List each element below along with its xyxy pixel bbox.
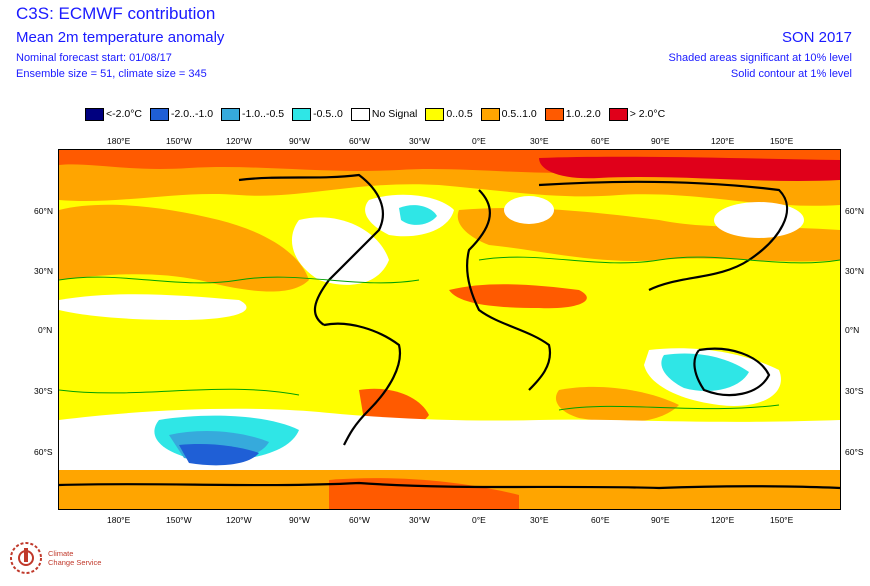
- subtitle: Mean 2m temperature anomaly: [16, 29, 225, 46]
- contours: [59, 256, 840, 411]
- legend-item: > 2.0°C: [608, 107, 666, 121]
- lon-label-bottom: 30°W: [409, 515, 430, 525]
- contour-line: [478, 256, 840, 264]
- contour-line: [59, 388, 300, 396]
- anomaly-map: [58, 149, 841, 510]
- region-namerica-nosignal: [291, 217, 389, 285]
- lon-label-bottom: 0°E: [472, 515, 486, 525]
- region-australia-cyan: [661, 353, 749, 392]
- lat-label-right: 30°S: [845, 386, 864, 396]
- lon-label-top: 30°E: [530, 136, 549, 146]
- legend-swatch: [292, 107, 312, 121]
- coast-asia: [538, 180, 789, 291]
- legend-swatch: [608, 107, 628, 121]
- contour-line: [558, 404, 780, 411]
- lon-label-top: 150°W: [166, 136, 192, 146]
- lon-label-bottom: 180°E: [107, 515, 131, 525]
- legend-swatch: [425, 107, 445, 121]
- coastlines: [59, 173, 840, 490]
- logo-line1: Climate: [48, 549, 74, 558]
- coast-south-america: [323, 322, 402, 446]
- title: C3S: ECMWF contribution: [16, 4, 216, 23]
- region-asia-nosignal: [714, 202, 804, 238]
- lon-label-top: 90°W: [289, 136, 310, 146]
- legend-item: 1.0..2.0: [544, 107, 601, 121]
- lon-label-bottom: 30°E: [530, 515, 549, 525]
- lon-label-top: 90°E: [651, 136, 670, 146]
- legend-item: -1.0..-0.5: [221, 107, 285, 121]
- significance-shaded: Shaded areas significant at 10% level: [668, 52, 852, 64]
- lon-label-bottom: 150°W: [166, 515, 192, 525]
- lat-label-left: 30°N: [34, 266, 53, 276]
- logo-line2: Change Service: [48, 558, 102, 567]
- lat-label-right: 60°S: [845, 447, 864, 457]
- legend-label: <-2.0°C: [106, 108, 143, 120]
- legend-label: -1.0..-0.5: [242, 108, 285, 120]
- coast-north-america: [238, 173, 384, 326]
- season-label: SON 2017: [781, 29, 852, 46]
- legend-item: <-2.0°C: [85, 107, 143, 121]
- lat-label-left: 0°N: [38, 325, 53, 335]
- legend-item: No Signal: [350, 107, 418, 121]
- legend-label: 0..0.5: [446, 108, 473, 120]
- legend-swatch: [480, 107, 500, 121]
- lon-label-top: 0°E: [472, 136, 486, 146]
- legend-item: 0..0.5: [425, 107, 473, 121]
- lon-label-top: 180°E: [107, 136, 131, 146]
- coast-europe-africa: [465, 189, 552, 391]
- legend-item: -2.0..-1.0: [150, 107, 214, 121]
- lon-label-bottom: 120°E: [711, 515, 735, 525]
- legend-label: 0.5..1.0: [501, 108, 537, 120]
- climate-logo-icon: [10, 542, 42, 574]
- legend-label: > 2.0°C: [629, 108, 666, 120]
- significance-contour: Solid contour at 1% level: [730, 68, 852, 80]
- lon-label-top: 120°E: [711, 136, 735, 146]
- legend-item: -0.5..0: [292, 107, 343, 121]
- region-arctic-extreme: [539, 156, 840, 181]
- legend-swatch: [350, 107, 370, 121]
- region-eurasia-orange: [457, 208, 840, 262]
- region-scandinavia-nosignal: [504, 196, 554, 224]
- contour-line: [59, 276, 420, 284]
- lon-label-bottom: 90°E: [651, 515, 670, 525]
- legend-label: 1.0..2.0: [565, 108, 601, 120]
- region-sahara-warm: [449, 284, 587, 309]
- coast-australia: [693, 347, 771, 397]
- lat-label-left: 30°S: [34, 386, 53, 396]
- copernicus-logo: Climate Change Service: [8, 540, 101, 576]
- ensemble-size: Ensemble size = 51, climate size = 345: [16, 68, 207, 80]
- lat-label-right: 0°N: [845, 325, 860, 335]
- region-north-pacific: [59, 204, 309, 292]
- lon-label-bottom: 90°W: [289, 515, 310, 525]
- lon-label-top: 120°W: [226, 136, 252, 146]
- region-pacific-eq-nosignal: [59, 294, 247, 320]
- lon-label-bottom: 60°W: [349, 515, 370, 525]
- legend-label: -2.0..-1.0: [171, 108, 214, 120]
- lon-label-top: 60°W: [349, 136, 370, 146]
- lon-label-top: 150°E: [770, 136, 794, 146]
- anomaly-map-svg: [59, 150, 840, 509]
- lon-label-bottom: 60°E: [591, 515, 610, 525]
- lat-label-right: 60°N: [845, 206, 864, 216]
- lat-label-left: 60°N: [34, 206, 53, 216]
- legend-swatch: [544, 107, 564, 121]
- coast-antarctica: [59, 481, 840, 490]
- region-s-indian-warm: [555, 386, 679, 423]
- lat-label-right: 30°N: [845, 266, 864, 276]
- legend-swatch: [221, 107, 241, 121]
- legend-swatch: [150, 107, 170, 121]
- region-s-pacific-blue: [179, 443, 259, 466]
- legend-item: 0.5..1.0: [480, 107, 537, 121]
- legend-label: -0.5..0: [313, 108, 343, 120]
- legend-label: No Signal: [371, 108, 418, 120]
- region-n-atlantic-cyan: [399, 205, 437, 225]
- lon-label-bottom: 120°W: [226, 515, 252, 525]
- lat-label-left: 60°S: [34, 447, 53, 457]
- lon-label-top: 30°W: [409, 136, 430, 146]
- lon-label-bottom: 150°E: [770, 515, 794, 525]
- legend-swatch: [85, 107, 104, 121]
- lon-label-top: 60°E: [591, 136, 610, 146]
- color-legend: <-2.0°C -2.0..-1.0 -1.0..-0.5 -0.5..0 No…: [85, 106, 673, 122]
- forecast-start: Nominal forecast start: 01/08/17: [16, 52, 172, 64]
